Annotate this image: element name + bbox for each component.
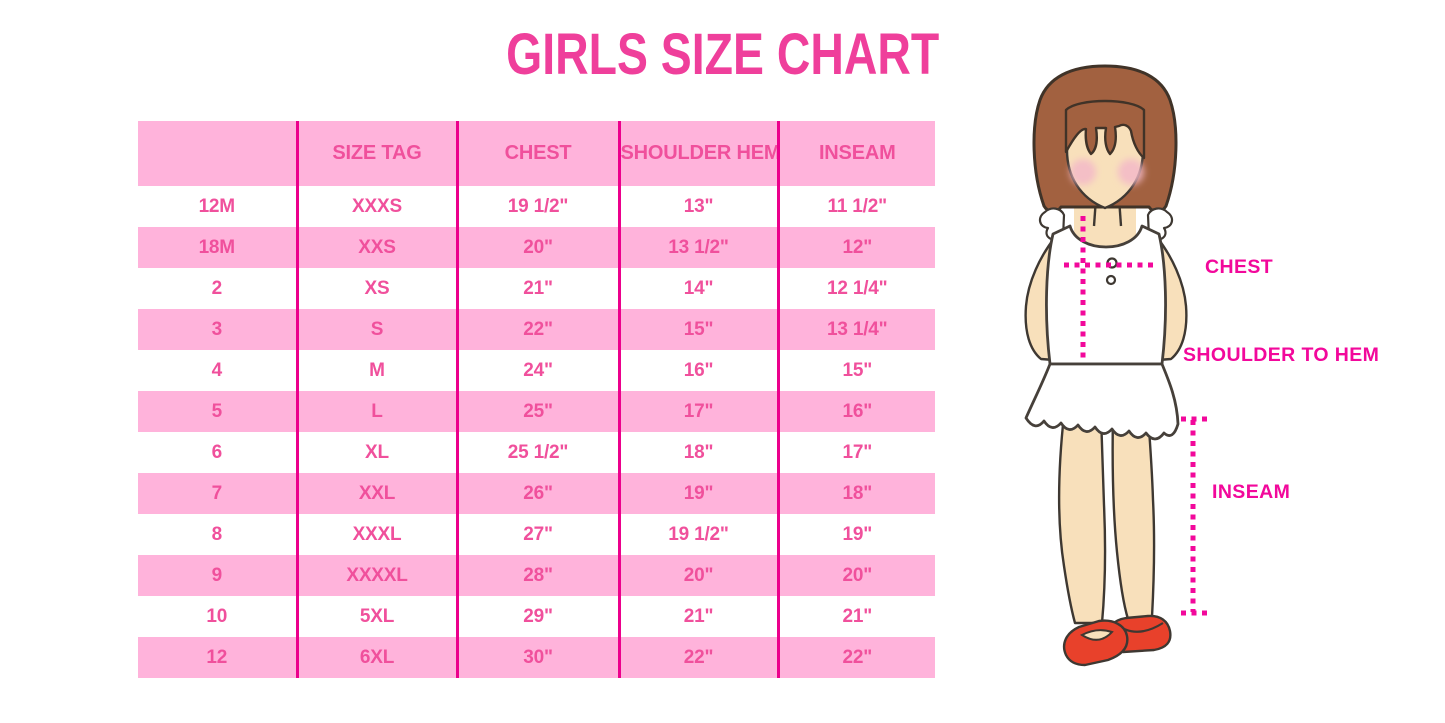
column-header-chest: CHEST	[455, 121, 619, 186]
shoulder-to-hem-label: SHOULDER TO HEM	[1183, 344, 1379, 366]
table-cell: 6	[138, 432, 297, 473]
table-cell: 11 1/2"	[776, 186, 935, 227]
girls-size-table: SIZE TAG CHEST SHOULDER HEM INSEAM 12M XX…	[138, 121, 935, 678]
table-cell: 25"	[455, 391, 619, 432]
inseam-label: INSEAM	[1212, 481, 1290, 503]
table-cell: 19"	[617, 473, 778, 514]
table-cell: 15"	[776, 350, 935, 391]
table-cell: 30"	[455, 637, 619, 678]
table-row: 18M XXS 20" 13 1/2" 12"	[138, 227, 935, 268]
skirt	[1024, 362, 1180, 441]
table-cell: 12	[138, 637, 297, 678]
table-cell: XXXS	[295, 186, 457, 227]
table-cell: 5XL	[295, 596, 457, 637]
left-shoe	[1062, 619, 1129, 667]
table-cell: 2	[138, 268, 297, 309]
table-cell: 19 1/2"	[455, 186, 619, 227]
shoes	[1062, 614, 1172, 667]
table-row: 8 XXXL 27" 19 1/2" 19"	[138, 514, 935, 555]
column-header-inseam: INSEAM	[776, 121, 935, 186]
chest-label: CHEST	[1205, 256, 1273, 278]
table-cell: 4	[138, 350, 297, 391]
table-cell: 24"	[455, 350, 619, 391]
table-cell: 12 1/4"	[776, 268, 935, 309]
table-cell: 7	[138, 473, 297, 514]
left-shoe-instep	[1080, 629, 1114, 641]
right-leg	[1111, 413, 1156, 621]
table-cell: 19 1/2"	[617, 514, 778, 555]
table-cell: 28"	[455, 555, 619, 596]
table-cell: 13"	[617, 186, 778, 227]
table-cell: 3	[138, 309, 297, 350]
table-cell: L	[295, 391, 457, 432]
size-table-header: SIZE TAG CHEST SHOULDER HEM INSEAM	[138, 121, 935, 186]
page-title: GIRLS SIZE CHART	[505, 22, 940, 87]
table-cell: XXXL	[295, 514, 457, 555]
table-row: 12M XXXS 19 1/2" 13" 11 1/2"	[138, 186, 935, 227]
table-cell: 19"	[776, 514, 935, 555]
table-cell: 18"	[776, 473, 935, 514]
table-cell: 21"	[776, 596, 935, 637]
blush	[1070, 159, 1144, 185]
column-header-size-tag: SIZE TAG	[295, 121, 457, 186]
table-row: 6 XL 25 1/2" 18" 17"	[138, 432, 935, 473]
table-cell: XL	[295, 432, 457, 473]
table-cell: 25 1/2"	[455, 432, 619, 473]
table-cell: XXS	[295, 227, 457, 268]
table-cell: XXXXL	[295, 555, 457, 596]
table-row: 7 XXL 26" 19" 18"	[138, 473, 935, 514]
table-cell: 16"	[617, 350, 778, 391]
table-row: 10 5XL 29" 21" 21"	[138, 596, 935, 637]
table-row: 5 L 25" 17" 16"	[138, 391, 935, 432]
table-cell: 6XL	[295, 637, 457, 678]
table-cell: XS	[295, 268, 457, 309]
table-cell: 5	[138, 391, 297, 432]
table-cell: 18"	[617, 432, 778, 473]
size-table-body: 12M XXXS 19 1/2" 13" 11 1/2" 18M XXS 20" 13 1/2"…	[138, 186, 935, 678]
left-leg	[1057, 413, 1107, 625]
table-cell: 26"	[455, 473, 619, 514]
table-cell: 27"	[455, 514, 619, 555]
table-cell: 17"	[617, 391, 778, 432]
table-cell: 18M	[138, 227, 297, 268]
table-row: 2 XS 21" 14" 12 1/4"	[138, 268, 935, 309]
column-header-size	[138, 121, 297, 186]
top-bodice	[1045, 224, 1167, 366]
table-cell: 20"	[455, 227, 619, 268]
table-cell: 10	[138, 596, 297, 637]
table-cell: 20"	[776, 555, 935, 596]
table-row: 3 S 22" 15" 13 1/4"	[138, 309, 935, 350]
table-cell: 15"	[617, 309, 778, 350]
table-cell: 17"	[776, 432, 935, 473]
table-cell: 29"	[455, 596, 619, 637]
table-row: 9 XXXXL 28" 20" 20"	[138, 555, 935, 596]
table-cell: 13 1/2"	[617, 227, 778, 268]
table-cell: 21"	[617, 596, 778, 637]
table-cell: S	[295, 309, 457, 350]
table-cell: XXL	[295, 473, 457, 514]
table-cell: 14"	[617, 268, 778, 309]
table-cell: 22"	[455, 309, 619, 350]
header-row: SIZE TAG CHEST SHOULDER HEM INSEAM	[138, 121, 935, 186]
girl-illustration: CHEST SHOULDER TO HEM INSEAM	[1024, 64, 1379, 667]
bangs	[1064, 99, 1146, 160]
table-row: 12 6XL 30" 22" 22"	[138, 637, 935, 678]
table-cell: 21"	[455, 268, 619, 309]
table-cell: 22"	[617, 637, 778, 678]
table-cell: 20"	[617, 555, 778, 596]
table-cell: 22"	[776, 637, 935, 678]
table-cell: 13 1/4"	[776, 309, 935, 350]
top-button-2	[1105, 274, 1117, 286]
table-row: 4 M 24" 16" 15"	[138, 350, 935, 391]
table-cell: 12"	[776, 227, 935, 268]
table-cell: 12M	[138, 186, 297, 227]
table-cell: M	[295, 350, 457, 391]
column-header-shoulder-hem: SHOULDER HEM	[617, 121, 778, 186]
table-cell: 9	[138, 555, 297, 596]
head	[1032, 64, 1178, 213]
table-cell: 8	[138, 514, 297, 555]
table-cell: 16"	[776, 391, 935, 432]
title-row: GIRLS SIZE CHART	[0, 26, 1445, 84]
